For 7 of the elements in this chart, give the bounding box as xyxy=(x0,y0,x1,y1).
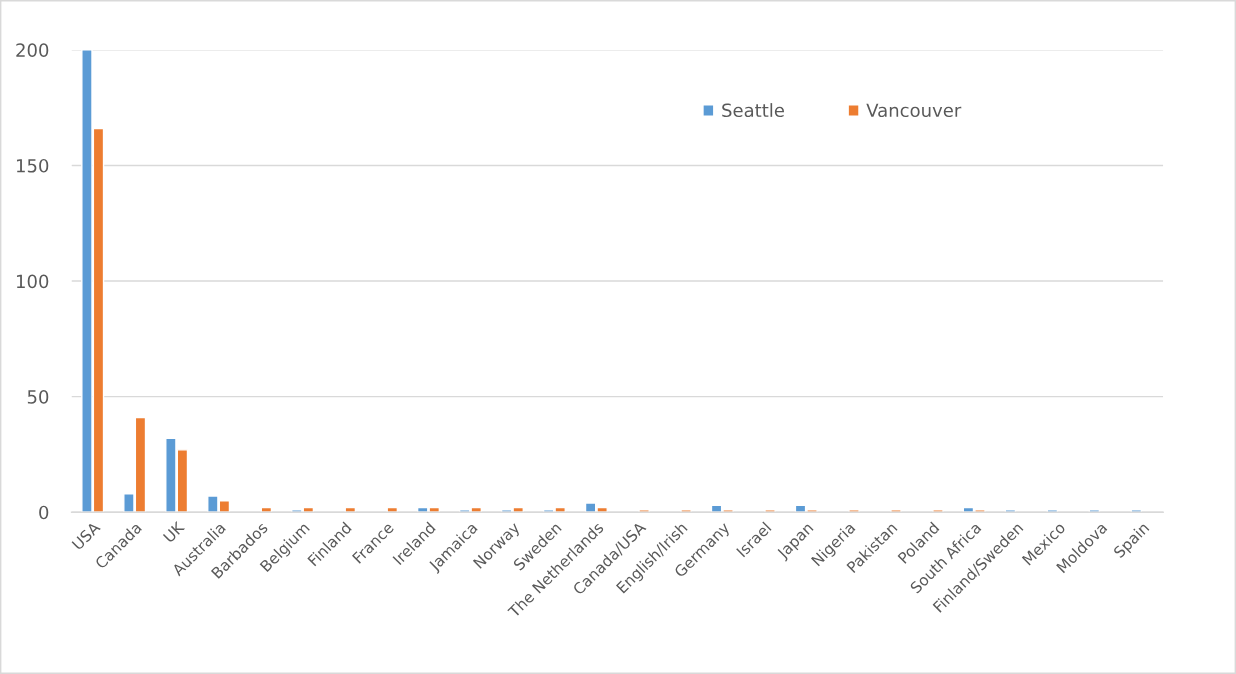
legend-label: Vancouver xyxy=(866,103,962,118)
legend-label: Seattle xyxy=(722,103,784,118)
y-tick-label: 150 xyxy=(16,158,49,173)
y-tick-label: 200 xyxy=(16,43,49,57)
y-tick-label: 0 xyxy=(39,505,49,520)
y-tick-label: 50 xyxy=(27,390,49,404)
y-tick-label: 100 xyxy=(16,274,49,289)
